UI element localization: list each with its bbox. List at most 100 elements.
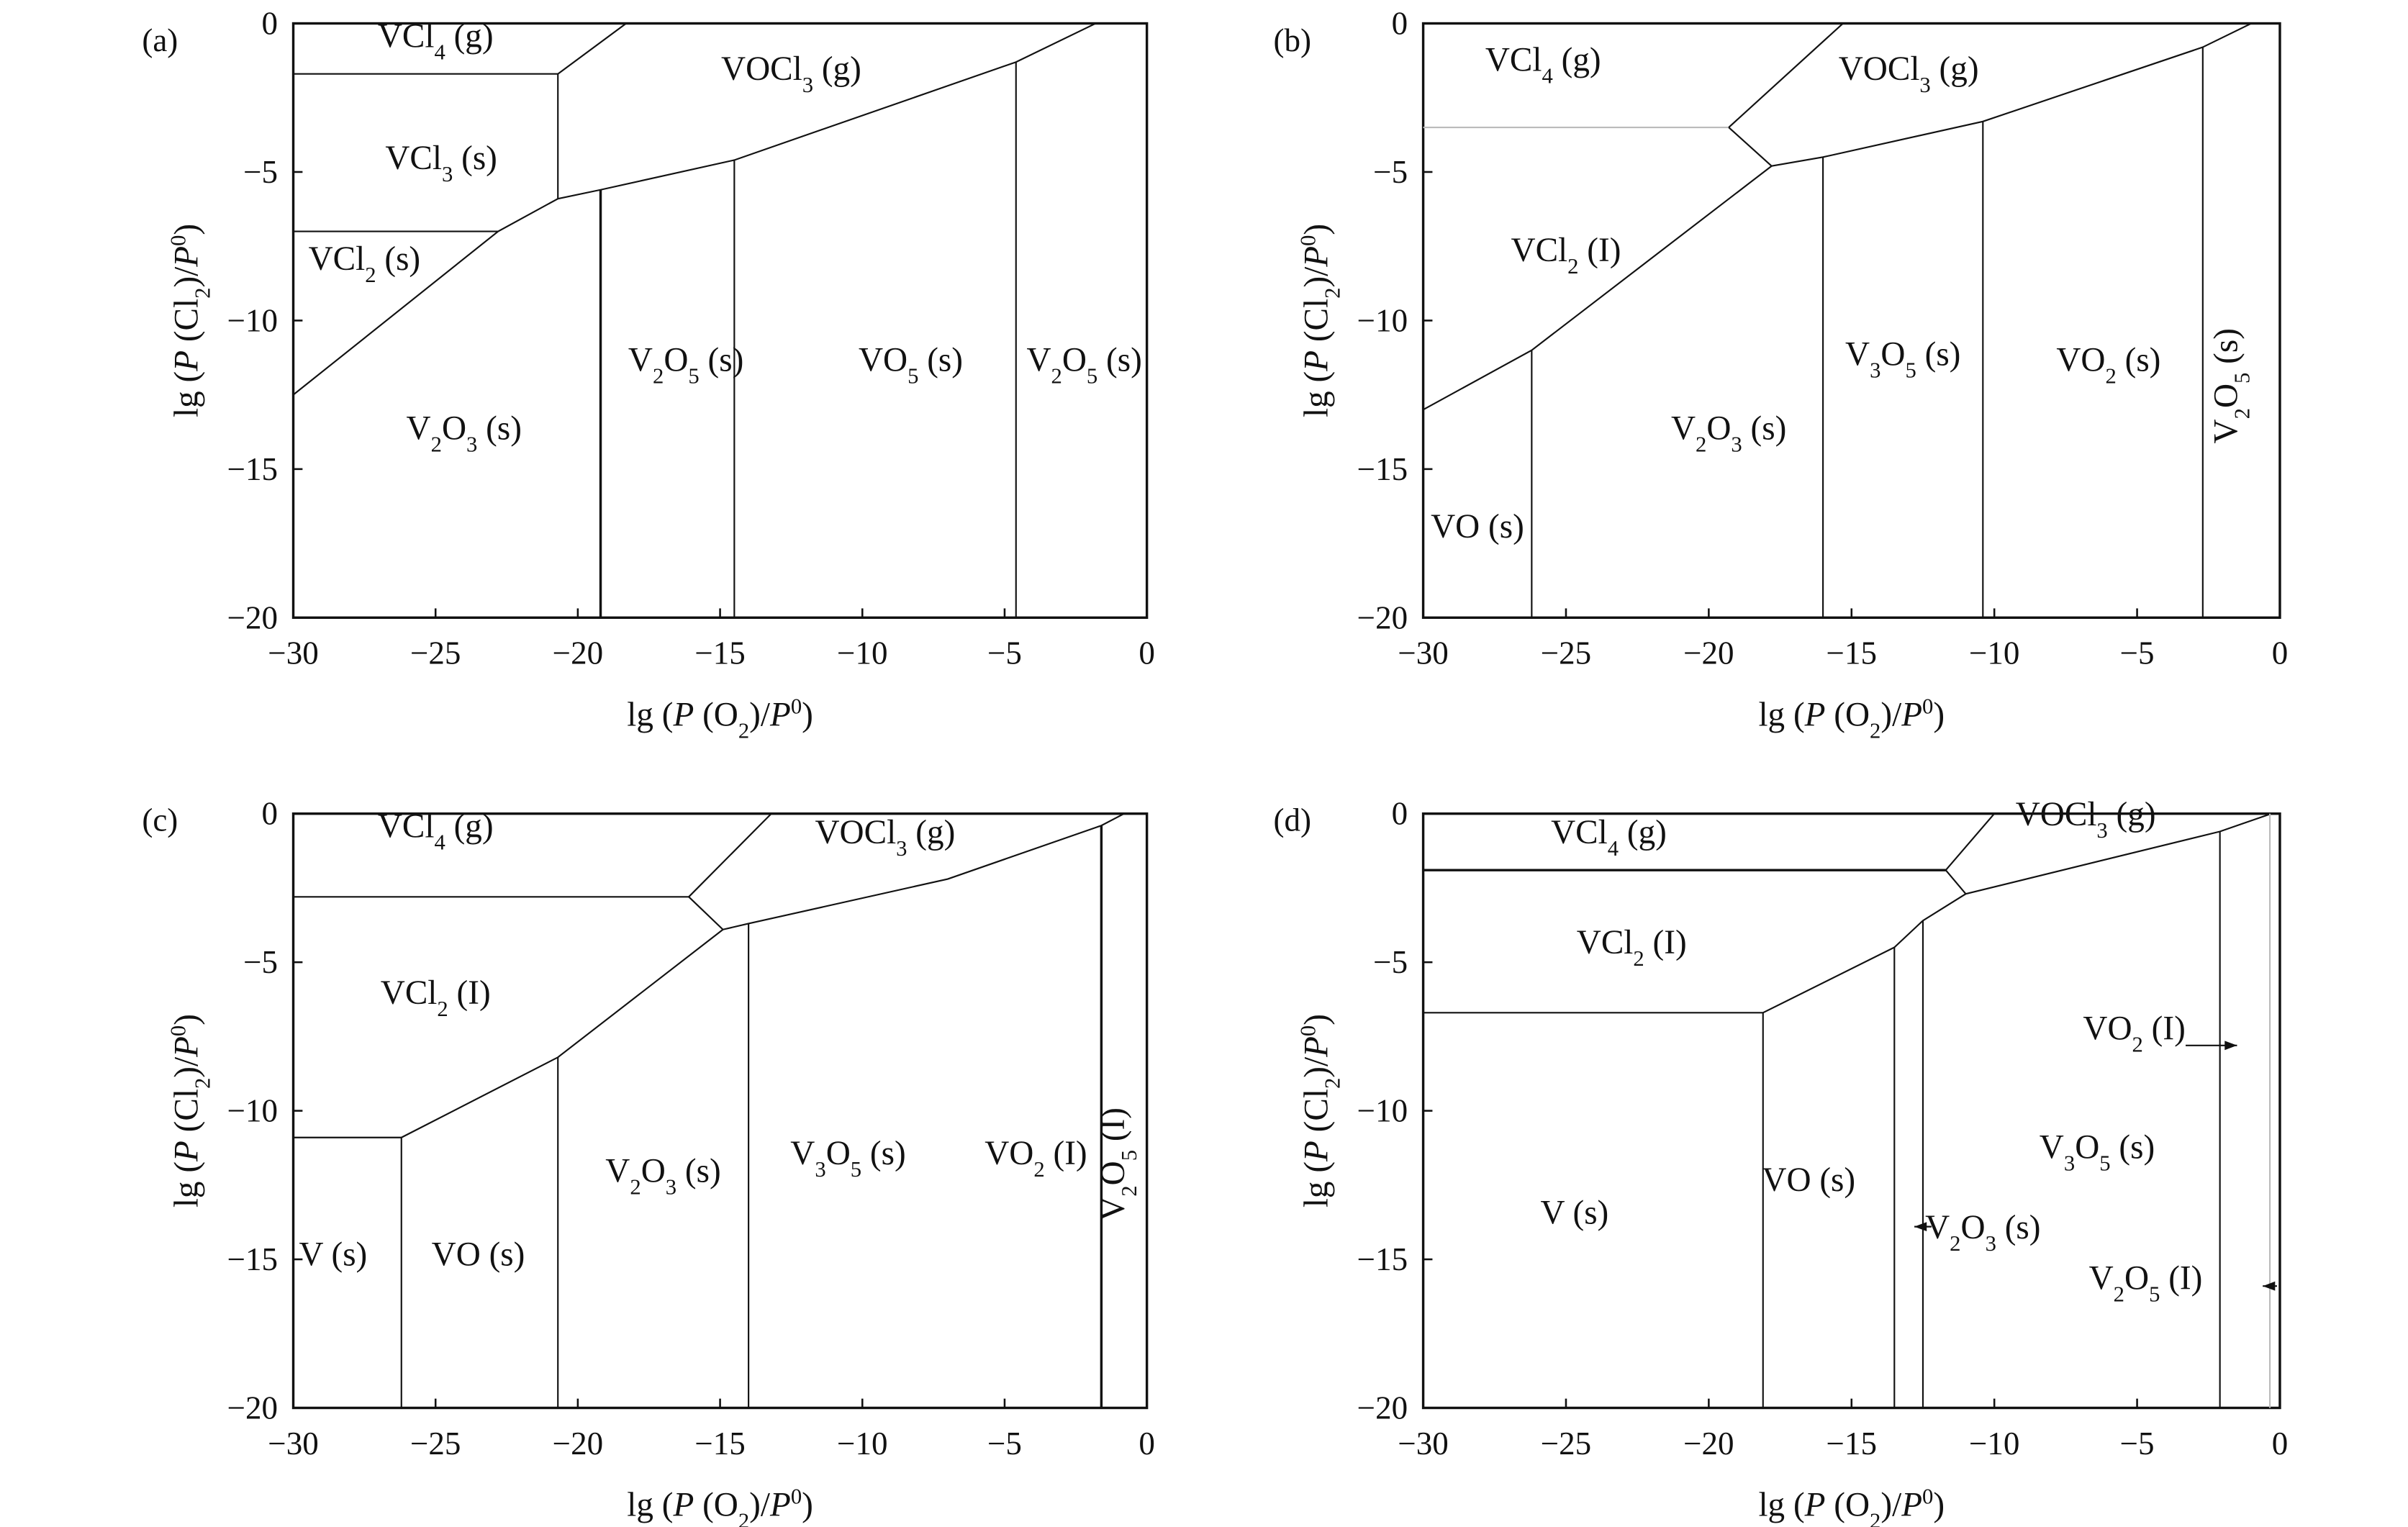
phase-boundary [1771, 22, 2252, 167]
phase-boundary [293, 928, 724, 1138]
x-tick-label: −15 [1827, 1426, 1877, 1462]
y-tick-label: −10 [1357, 302, 1408, 338]
y-tick-label: 0 [1392, 6, 1408, 42]
phase-region-label: V2O3 (s) [1671, 410, 1786, 457]
phase-region-label: V2O5 (s) [628, 342, 743, 389]
phase-region-label: VO5 (s) [859, 342, 963, 389]
phase-region-label: VO (s) [432, 1236, 525, 1273]
x-tick-label: −5 [2120, 1426, 2155, 1462]
plot-frame [1421, 812, 2281, 1410]
phase-region-label: VCl4 (g) [1551, 814, 1667, 861]
phase-region-label: V3O5 (s) [1845, 335, 1960, 382]
x-axis-label: lg (P (O2)/P0) [627, 694, 813, 743]
phase-region-label: V2O3 (s) [605, 1153, 720, 1200]
phase-region-label: V2O3 (s) [407, 410, 522, 457]
x-axis-label: lg (P (O2)/P0) [1758, 694, 1945, 743]
y-tick-label: −20 [1357, 1390, 1408, 1426]
y-tick-label: −10 [227, 302, 278, 338]
phase-region-label: VCl2 (I) [381, 974, 491, 1021]
panel-label: (c) [142, 802, 178, 838]
plot-frame [291, 22, 1149, 620]
x-tick-label: −20 [1683, 635, 1734, 671]
y-tick-label: 0 [262, 6, 279, 42]
phase-region-label: V2O5 (I) [2089, 1259, 2203, 1306]
x-tick-label: −20 [1683, 1426, 1734, 1462]
phase-region-label: V2O3 (s) [1925, 1209, 2040, 1256]
arrow-head [2263, 1281, 2276, 1291]
phase-region-label: VO2 (s) [2056, 342, 2160, 389]
x-tick-label: −5 [987, 635, 1022, 671]
phase-region-label: VO2 (I) [2083, 1010, 2185, 1057]
y-tick-label: −20 [227, 599, 278, 635]
y-tick-label: −20 [227, 1390, 278, 1426]
phase-region-label: VCl4 (g) [378, 18, 494, 65]
phase-boundary [1945, 869, 1967, 894]
y-tick-label: 0 [1392, 796, 1408, 832]
panel-label: (a) [142, 22, 178, 58]
phase-boundary [688, 812, 772, 898]
panel-c: (c) −30 −25 −20 −15 −10 −5 0 0 −5 −10 −15 −20 lg (P (… [142, 796, 1155, 1527]
phase-region-label: V (s) [1540, 1194, 1608, 1231]
arrow-head [2224, 1041, 2237, 1051]
x-tick-label: −25 [1541, 635, 1591, 671]
phase-region-label: V3O5 (s) [790, 1135, 905, 1182]
phase-region-label: VCl2 (s) [309, 240, 421, 287]
y-tick-label: −10 [1357, 1093, 1408, 1129]
x-tick-label: 0 [2272, 1426, 2289, 1462]
x-tick-label: −25 [410, 1426, 461, 1462]
panel-b: (b) −30 −25 −20 −15 −10 −5 0 0 −5 −10 −15 −20 lg (P (… [1274, 6, 2289, 743]
phase-region-label: VOCl3 (g) [815, 814, 955, 861]
y-tick-label: −15 [1357, 1241, 1408, 1277]
y-axis-label: lg (P (Cl2)/P0) [1296, 1014, 1345, 1207]
x-tick-label: −20 [553, 635, 603, 671]
phase-region-label: V2O5 (s) [1026, 342, 1141, 389]
x-tick-label: −30 [268, 1426, 318, 1462]
phase-boundary [1423, 893, 1967, 1014]
x-tick-label: −10 [1969, 635, 2019, 671]
x-tick-label: −30 [1398, 635, 1448, 671]
x-tick-label: −30 [268, 635, 318, 671]
phase-region-label: VOCl3 (g) [721, 50, 861, 97]
y-tick-label: −5 [243, 154, 278, 190]
x-tick-label: 0 [1139, 635, 1155, 671]
phase-boundary [557, 22, 627, 75]
x-tick-label: −30 [1398, 1426, 1448, 1462]
x-tick-label: −15 [1827, 635, 1877, 671]
phase-region-label: VO (s) [1431, 508, 1524, 545]
x-tick-label: −25 [410, 635, 461, 671]
x-tick-label: 0 [1139, 1426, 1155, 1462]
y-tick-label: −15 [227, 1241, 278, 1277]
arrow-head [1914, 1222, 1927, 1232]
phase-boundary [1728, 22, 1844, 128]
y-tick-label: −15 [227, 451, 278, 487]
panel-label: (d) [1274, 802, 1312, 838]
phase-boundary [1728, 127, 1773, 167]
x-tick-label: −15 [694, 635, 745, 671]
phase-boundary [1423, 165, 1773, 411]
panel-d: (d) −30 −25 −20 −15 −10 −5 0 0 −5 −10 −15 −20 lg (P (… [1274, 796, 2289, 1527]
phase-region-label: VCl2 (I) [1511, 232, 1621, 278]
y-tick-label: −20 [1357, 599, 1408, 635]
y-axis-label: lg (P (Cl2)/P0) [1296, 224, 1345, 417]
x-tick-label: −10 [837, 1426, 887, 1462]
y-tick-label: −5 [1373, 944, 1408, 980]
x-tick-label: −5 [2120, 635, 2155, 671]
y-tick-label: −10 [227, 1093, 278, 1129]
x-tick-label: −20 [553, 1426, 603, 1462]
x-axis-label: lg (P (O2)/P0) [627, 1485, 813, 1527]
y-tick-label: −15 [1357, 451, 1408, 487]
phase-region-label: V2O5 (s) [2207, 328, 2254, 443]
panel-label: (b) [1274, 22, 1312, 58]
phase-region-label: VOCl3 (g) [2016, 796, 2156, 843]
panel-a: (a) −30 −25 −20 −15 −10 −5 0 0 −5 −10 −15 −20 lg (P (… [142, 6, 1155, 743]
y-tick-label: −5 [243, 944, 278, 980]
phase-region-label: VOCl3 (g) [1839, 50, 1979, 97]
x-axis-label: lg (P (O2)/P0) [1758, 1485, 1945, 1527]
phase-boundary [292, 198, 558, 396]
x-tick-label: −10 [837, 635, 887, 671]
x-tick-label: 0 [2272, 635, 2289, 671]
phase-region-label: V2O5 (I) [1095, 1107, 1141, 1221]
phase-region-label: VCl2 (I) [1577, 924, 1687, 971]
plot-frame [1421, 22, 2281, 620]
